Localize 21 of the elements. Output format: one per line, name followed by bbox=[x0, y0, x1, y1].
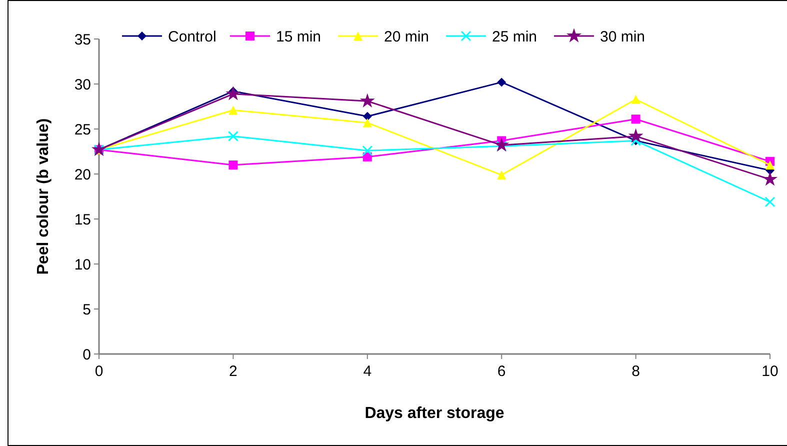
x-tick-label: 6 bbox=[497, 363, 506, 380]
legend-label: Control bbox=[168, 28, 216, 46]
legend-label: 20 min bbox=[384, 28, 430, 46]
legend-label: 15 min bbox=[276, 28, 322, 46]
y-tick-label: 30 bbox=[74, 76, 91, 94]
y-tick-label: 35 bbox=[74, 31, 91, 48]
x-axis-title: Days after storage bbox=[364, 405, 504, 422]
x-tick-label: 2 bbox=[229, 363, 238, 380]
y-tick-label: 25 bbox=[74, 121, 91, 138]
x-tick-label: 0 bbox=[94, 363, 104, 380]
legend-label: 25 min bbox=[492, 28, 538, 46]
y-tick-label: 0 bbox=[82, 346, 91, 364]
x-tick-label: 4 bbox=[363, 363, 372, 380]
y-tick-label: 15 bbox=[74, 211, 91, 228]
x-tick-label: 8 bbox=[632, 363, 640, 380]
y-tick-label: 20 bbox=[74, 166, 91, 184]
y-axis-title: Peel colour (b value) bbox=[35, 118, 52, 275]
y-tick-label: 10 bbox=[74, 256, 91, 274]
legend-label: 30 min bbox=[600, 28, 646, 46]
x-tick-label: 10 bbox=[762, 363, 778, 380]
y-tick-label: 5 bbox=[82, 301, 91, 318]
